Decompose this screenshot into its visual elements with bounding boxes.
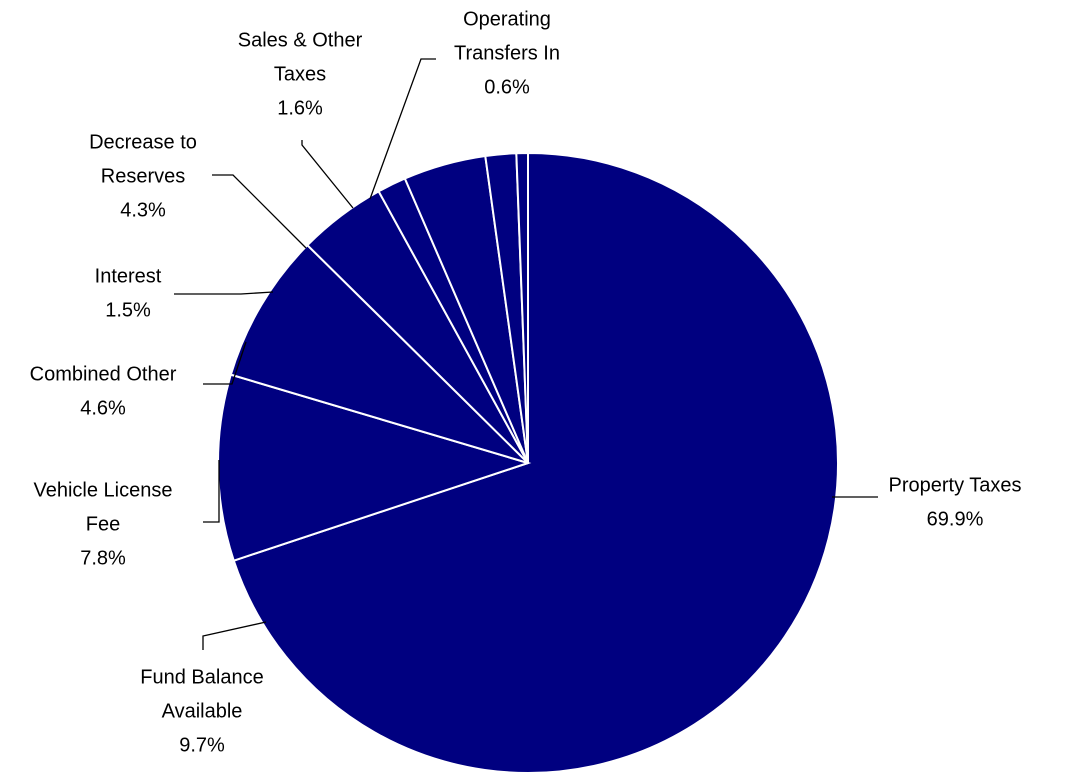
category-label-line: Combined Other <box>30 363 177 385</box>
label-operating-transfers-in: Operating Transfers In 0.6% <box>454 8 560 98</box>
leader-line-decrease-to-reserves <box>212 174 307 249</box>
label-sales-other-taxes: Sales & Other Taxes 1.6% <box>238 29 363 119</box>
percent-label: 0.6% <box>484 76 530 98</box>
category-label-line: Available <box>162 700 243 722</box>
percent-label: 69.9% <box>927 508 984 530</box>
category-label-line: Transfers In <box>454 42 560 64</box>
pie-slices <box>217 151 839 774</box>
label-decrease-to-reserves: Decrease to Reserves 4.3% <box>89 131 197 221</box>
category-label-line: Sales & Other <box>238 29 363 51</box>
leader-line-vehicle-license-fee <box>203 460 220 523</box>
label-combined-other: Combined Other 4.6% <box>30 363 177 419</box>
label-property-taxes: Property Taxes 69.9% <box>888 474 1021 530</box>
category-label-line: Property Taxes <box>888 474 1021 496</box>
leader-line-sales-other-taxes <box>301 140 354 209</box>
slice-fund-balance-available <box>217 373 532 562</box>
percent-label: 7.8% <box>80 547 126 569</box>
percent-label: 4.6% <box>80 397 126 419</box>
category-label-line: Decrease to <box>89 131 197 153</box>
category-label-line: Operating <box>463 8 551 30</box>
slice-property-taxes <box>232 151 839 774</box>
label-fund-balance-available: Fund Balance Available 9.7% <box>140 666 263 756</box>
category-label-line: Fund Balance <box>140 666 263 688</box>
category-label-line: Fee <box>86 513 120 535</box>
category-label-line: Reserves <box>101 165 185 187</box>
slice-vehicle-license-fee <box>229 243 529 464</box>
leader-line-combined-other <box>203 341 247 385</box>
category-label-line: Interest <box>95 265 162 287</box>
percent-label: 4.3% <box>120 199 166 221</box>
leader-line-interest <box>174 291 274 295</box>
leader-line-fund-balance-available <box>202 621 267 650</box>
percent-label: 1.5% <box>105 299 151 321</box>
leader-line-operating-transfers-in <box>369 58 436 200</box>
leader-lines <box>174 58 878 650</box>
category-label-line: Vehicle License <box>34 479 173 501</box>
percent-label: 1.6% <box>277 97 323 119</box>
category-label-line: Taxes <box>274 63 326 85</box>
label-vehicle-license-fee: Vehicle License Fee 7.8% <box>34 479 173 569</box>
label-interest: Interest 1.5% <box>95 265 162 321</box>
percent-label: 9.7% <box>179 734 225 756</box>
slice-operating-transfers-in <box>515 151 529 464</box>
slice-labels: Property Taxes 69.9% Fund Balance Available… <box>30 8 1022 756</box>
